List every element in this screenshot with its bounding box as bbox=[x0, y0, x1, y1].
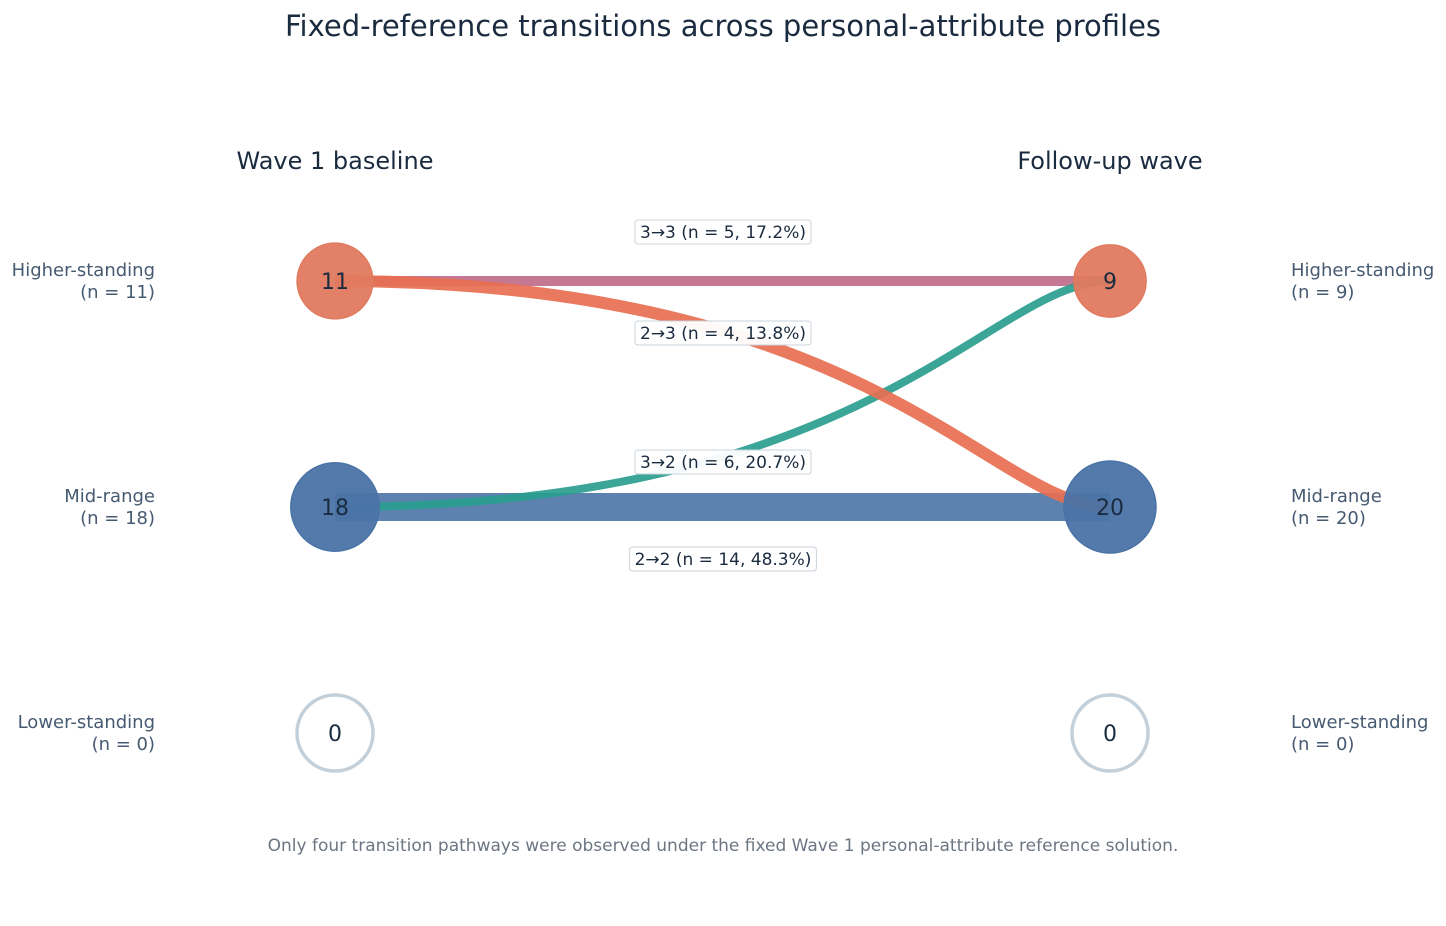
right-row-label-n-3: (n = 9) bbox=[1291, 282, 1354, 303]
row-label-layer: Higher-standing(n = 11)Mid-range(n = 18)… bbox=[12, 260, 1435, 755]
left-row-label-n-1: (n = 0) bbox=[92, 734, 155, 755]
right-row-label-n-2: (n = 20) bbox=[1291, 508, 1366, 529]
footnote: Only four transition pathways were obser… bbox=[268, 836, 1179, 856]
right-row-label-n-1: (n = 0) bbox=[1291, 734, 1354, 755]
flow-label-2-to-2: 2→2 (n = 14, 48.3%) bbox=[629, 546, 817, 572]
flow-label-box bbox=[634, 320, 812, 346]
flow-label-text: 2→3 (n = 4, 13.8%) bbox=[640, 324, 806, 344]
left-node-count-1: 0 bbox=[328, 722, 342, 747]
flow-label-box bbox=[634, 449, 812, 475]
left-node-3 bbox=[296, 242, 374, 320]
left-node-count-2: 18 bbox=[321, 496, 349, 521]
right-row-label-name-3: Higher-standing bbox=[1291, 260, 1434, 281]
flow-label-layer: 3→3 (n = 5, 17.2%) 2→3 (n = 4, 13.8%) 3→2 … bbox=[629, 219, 817, 572]
flow-label-text: 3→3 (n = 5, 17.2%) bbox=[640, 223, 806, 243]
flow-label-3-to-3: 3→3 (n = 5, 17.2%) bbox=[634, 219, 812, 245]
left-row-label-n-2: (n = 18) bbox=[80, 508, 155, 529]
flow-3-to-2 bbox=[334, 275, 1111, 513]
flow-label-text: 2→2 (n = 14, 48.3%) bbox=[635, 550, 812, 570]
right-node-1 bbox=[1070, 693, 1150, 773]
right-node-2 bbox=[1063, 460, 1157, 554]
node-layer: 11 18 0 9 20 0 bbox=[290, 242, 1157, 773]
left-node-count-3: 11 bbox=[321, 270, 349, 295]
flow-label-box bbox=[629, 546, 817, 572]
column-header-left: Wave 1 baseline bbox=[237, 147, 434, 175]
chart-title: Fixed-reference transitions across perso… bbox=[285, 9, 1161, 43]
flow-layer bbox=[334, 275, 1111, 521]
left-row-label-name-3: Higher-standing bbox=[12, 260, 155, 281]
left-row-label-name-1: Lower-standing bbox=[18, 712, 155, 733]
left-row-label-name-2: Mid-range bbox=[64, 486, 155, 507]
right-node-count-2: 20 bbox=[1096, 496, 1124, 521]
flow-label-box bbox=[634, 219, 812, 245]
left-row-label-n-3: (n = 11) bbox=[80, 282, 155, 303]
column-header-right: Follow-up wave bbox=[1017, 147, 1202, 175]
flow-label-3-to-2: 3→2 (n = 6, 20.7%) bbox=[634, 449, 812, 475]
right-node-3 bbox=[1073, 244, 1147, 318]
flow-label-text: 3→2 (n = 6, 20.7%) bbox=[640, 453, 806, 473]
right-row-label-name-1: Lower-standing bbox=[1291, 712, 1428, 733]
right-node-count-1: 0 bbox=[1103, 722, 1117, 747]
left-node-2 bbox=[290, 462, 380, 552]
left-node-1 bbox=[295, 693, 375, 773]
flow-label-2-to-3: 2→3 (n = 4, 13.8%) bbox=[634, 320, 812, 346]
right-node-count-3: 9 bbox=[1103, 270, 1117, 295]
right-row-label-name-2: Mid-range bbox=[1291, 486, 1382, 507]
